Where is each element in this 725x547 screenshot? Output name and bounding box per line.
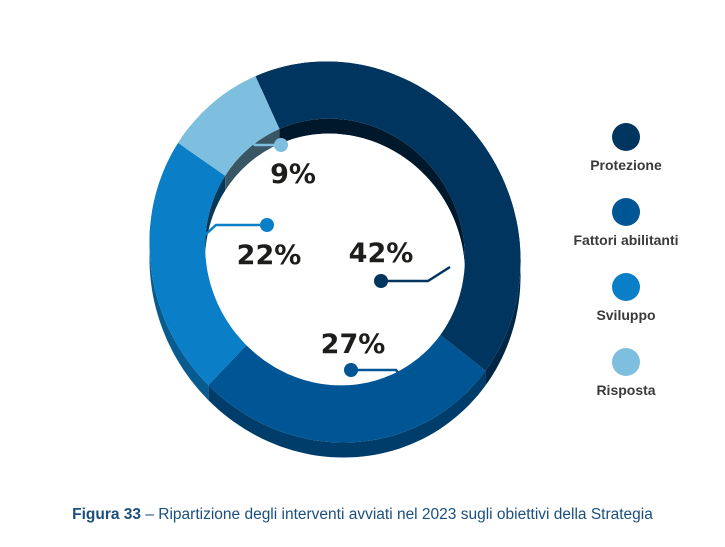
leader-dot-risposta [274, 138, 288, 152]
legend-label-risposta: Risposta [596, 382, 655, 398]
legend-swatch-risposta [612, 348, 640, 376]
slice-risposta [178, 76, 280, 176]
slice-fattori-abilitanti [208, 335, 486, 443]
caption-text: Ripartizione degli interventi avviati ne… [158, 506, 653, 523]
donut-hole [205, 133, 465, 401]
leader-line-protezione [381, 265, 451, 283]
leader-line-risposta [241, 129, 281, 147]
legend-swatch-sviluppo [612, 273, 640, 301]
legend-swatch-fattori-abilitanti [612, 198, 640, 226]
value-label-fattori-abilitanti: 27% [321, 329, 386, 360]
legend-swatch-protezione [612, 123, 640, 151]
leader-dot-sviluppo [260, 218, 274, 232]
caption-figure-number: Figura 33 [72, 506, 142, 523]
value-label-protezione: 42% [349, 238, 414, 269]
slice-sviluppo [149, 143, 247, 386]
slice-protezione [255, 61, 521, 371]
legend-label-fattori-abilitanti: Fattori abilitanti [574, 232, 679, 248]
figure-caption: Figura 33 – Ripartizione degli intervent… [0, 506, 725, 524]
caption-separator: – [141, 506, 159, 523]
leader-dot-fattori-abilitanti [344, 363, 358, 377]
leader-line-sviluppo [204, 223, 267, 236]
wall-fattori-abilitanti [208, 370, 486, 458]
legend-label-sviluppo: Sviluppo [596, 307, 655, 323]
wall-sviluppo [149, 143, 209, 401]
value-label-risposta: 9% [270, 159, 316, 190]
leader-dot-protezione [374, 274, 388, 288]
leader-line-fattori-abilitanti [351, 368, 411, 389]
legend-label-protezione: Protezione [590, 157, 662, 173]
value-label-sviluppo: 22% [237, 240, 302, 271]
